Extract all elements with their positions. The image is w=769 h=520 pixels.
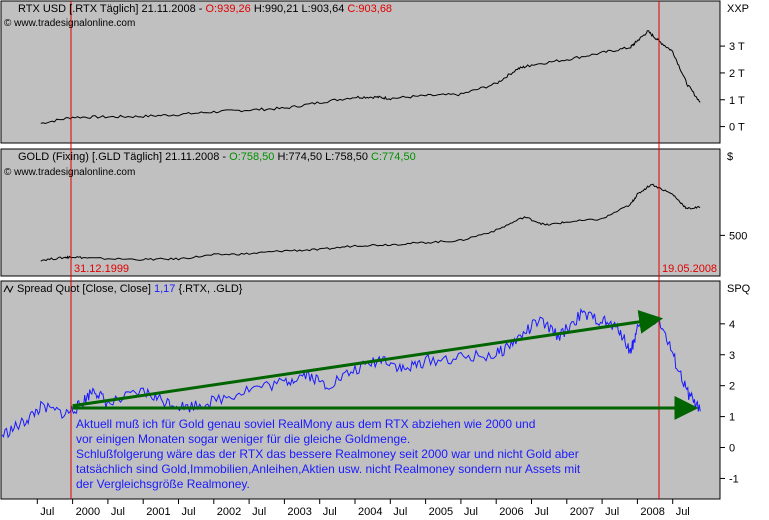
y-tick-label: 3: [729, 350, 735, 362]
x-tick-label: 2002: [217, 506, 241, 518]
rtx-header: RTX USD [.RTX Täglich] 21.11.2008 - O:93…: [18, 3, 392, 15]
y-tick-label: 0 T: [729, 122, 745, 134]
x-tick-label: 2006: [499, 506, 523, 518]
rtx-right-label: XXP: [727, 3, 749, 15]
y-tick-label: 2 T: [729, 68, 745, 80]
spread-header-icon: [3, 284, 14, 294]
spread-header: Spread Quot [Close, Close] 1,17 {.RTX, .…: [17, 283, 243, 295]
note-line-4: tatsächlich sind Gold,Immobilien,Anleihe…: [76, 462, 581, 476]
y-tick-label: -1: [729, 473, 739, 485]
date-label-2000: 31.12.1999: [74, 263, 129, 275]
panel-gold: [0, 148, 721, 277]
x-tick-label: Jul: [605, 506, 619, 518]
x-tick-label: Jul: [676, 506, 690, 518]
y-tick-label: 1: [729, 412, 735, 424]
spread-right-label: SPQ: [727, 283, 751, 295]
x-tick-label: Jul: [181, 506, 195, 518]
note-line-2: vor einigen Monaten sogar weniger für di…: [76, 432, 410, 446]
x-tick-label: 2005: [429, 506, 453, 518]
x-tick-label: Jul: [393, 506, 407, 518]
x-tick-label: Jul: [252, 506, 266, 518]
annotation-note: Aktuell muß ich für Gold genau soviel Re…: [76, 417, 581, 491]
x-tick-label: 2001: [146, 506, 170, 518]
x-tick-label: Jul: [534, 506, 548, 518]
y-tick-label: 2: [729, 381, 735, 393]
spread-y-axis: 4 3 2 1 0 -1: [720, 319, 739, 485]
trend-arrow-up: [72, 309, 664, 408]
x-tick-label: Jul: [323, 506, 337, 518]
x-tick-label: 2003: [287, 506, 311, 518]
gold-y-axis: 500: [720, 230, 747, 242]
x-tick-label: 2008: [640, 506, 664, 518]
panel-rtx: [0, 0, 721, 144]
x-tick-label: Jul: [464, 506, 478, 518]
y-tick-label: 500: [729, 230, 747, 242]
date-label-2008: 19.05.2008: [662, 263, 717, 275]
note-line-5: der Vergleichsgröße Realmoney.: [76, 477, 250, 491]
y-tick-label: 4: [729, 319, 735, 331]
rtx-y-axis: 3 T 2 T 1 T 0 T: [720, 41, 745, 134]
x-axis: Jul 2000 Jul 2001 Jul 2002 Jul 2003 Jul 2004 Jul 20…: [36, 499, 690, 518]
x-tick-label: 2000: [76, 506, 100, 518]
note-line-1: Aktuell muß ich für Gold genau soviel Re…: [76, 417, 535, 431]
y-tick-label: 3 T: [729, 41, 745, 53]
gold-watermark: © www.tradesignalonline.com: [4, 167, 135, 178]
rtx-watermark: © www.tradesignalonline.com: [4, 18, 135, 29]
x-tick-label: 2007: [570, 506, 594, 518]
gold-header: GOLD (Fixing) [.GLD Täglich] 21.11.2008 …: [18, 151, 416, 163]
gold-right-label: $: [727, 151, 733, 163]
x-tick-label: Jul: [40, 506, 54, 518]
gold-price-line: [40, 183, 701, 262]
panel-spread: [0, 280, 721, 500]
spread-quot-line: [1, 307, 701, 439]
y-tick-label: 1 T: [729, 95, 745, 107]
y-tick-label: 0: [729, 443, 735, 455]
x-tick-label: Jul: [111, 506, 125, 518]
x-tick-label: 2004: [358, 506, 382, 518]
rtx-price-line: [40, 30, 701, 125]
note-line-3: Schlußfolgerung wäre das der RTX das bes…: [76, 447, 579, 461]
